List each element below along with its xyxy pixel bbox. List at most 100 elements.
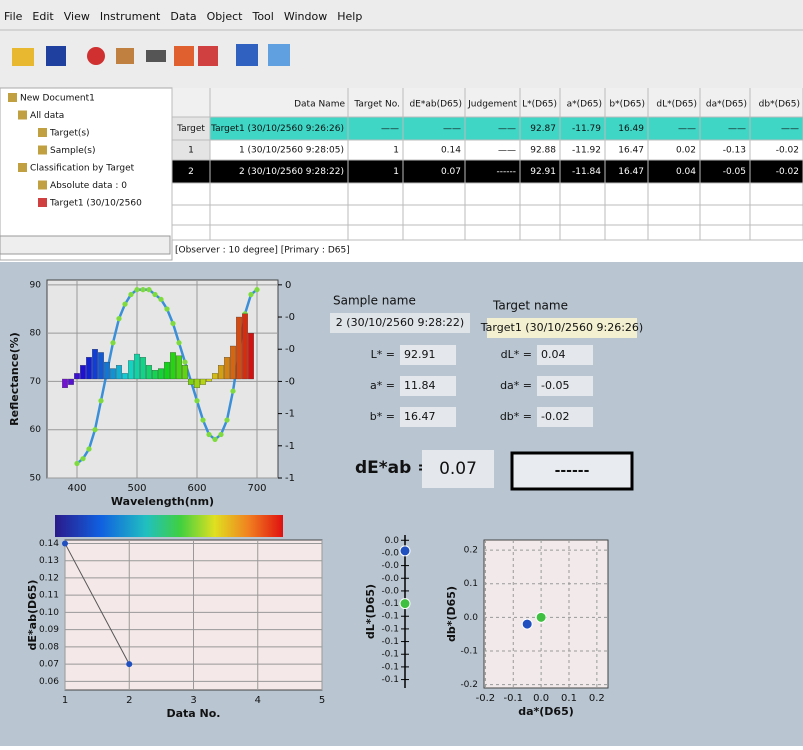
tree-node[interactable]: Target1 (30/10/2560 bbox=[49, 199, 142, 209]
tree-node[interactable]: Sample(s) bbox=[50, 146, 95, 156]
menu-item[interactable]: Edit bbox=[32, 10, 54, 23]
field-label: b* = bbox=[370, 410, 395, 423]
sample-name: 2 (30/10/2560 9:28:22) bbox=[336, 316, 464, 329]
tree-node[interactable]: New Document1 bbox=[20, 94, 95, 104]
save-icon[interactable] bbox=[46, 46, 66, 66]
menu-item[interactable]: Tool bbox=[251, 10, 273, 23]
tree-node[interactable]: Target(s) bbox=[49, 129, 90, 139]
difference-bar bbox=[62, 379, 67, 388]
point bbox=[116, 316, 121, 321]
column-header: Judgement bbox=[467, 100, 517, 110]
column-header: b*(D65) bbox=[609, 100, 645, 110]
tree-icon bbox=[38, 128, 47, 137]
difference-bar bbox=[140, 357, 145, 379]
point bbox=[522, 619, 532, 629]
y-axis-label: Reflectance(%) bbox=[8, 332, 21, 426]
sample-icon[interactable] bbox=[174, 46, 194, 66]
field-value: -0.05 bbox=[541, 379, 569, 392]
y2-tick-label: -0 bbox=[285, 312, 295, 323]
point bbox=[134, 287, 139, 292]
table-cell: 16.47 bbox=[618, 146, 644, 156]
table-cell: 0.07 bbox=[441, 167, 461, 177]
y-tick-label: -0.1 bbox=[381, 599, 399, 609]
x-tick-label: 2 bbox=[126, 695, 132, 706]
menu-item[interactable]: Data bbox=[170, 10, 196, 23]
difference-bar bbox=[92, 349, 97, 379]
y-tick-label: 0.2 bbox=[464, 546, 478, 556]
field-value: 11.84 bbox=[404, 379, 436, 392]
tree-node[interactable]: Classification by Target bbox=[30, 164, 135, 174]
table-cell: —— bbox=[728, 124, 746, 134]
difference-bar bbox=[212, 373, 217, 379]
table-cell: 0.14 bbox=[441, 146, 461, 156]
difference-bar bbox=[80, 365, 85, 379]
x-tick-label: 500 bbox=[127, 483, 146, 494]
difference-bar bbox=[110, 369, 115, 379]
y-tick-label: 0.1 bbox=[464, 579, 478, 589]
y2-tick-label: -1 bbox=[285, 473, 295, 484]
point bbox=[122, 302, 127, 307]
page: File Edit View Instrument Data Object Tool Wind… bbox=[0, 0, 803, 746]
menu-item[interactable]: Instrument bbox=[100, 10, 161, 23]
screen: File Edit View Instrument Data Object Tool Wind… bbox=[0, 0, 803, 746]
sample-name-label: Sample name bbox=[333, 294, 416, 308]
x-tick-label: 0.0 bbox=[533, 693, 549, 704]
calibrate-icon[interactable] bbox=[116, 48, 134, 64]
spectrum-bar bbox=[55, 515, 283, 537]
table-cell: —— bbox=[781, 124, 799, 134]
difference-bar bbox=[164, 362, 169, 379]
point bbox=[92, 427, 97, 432]
tree-scrollbar bbox=[0, 236, 170, 254]
difference-bar bbox=[224, 357, 229, 379]
target-name: Target1 (30/10/2560 9:26:26) bbox=[480, 321, 643, 334]
x-tick-label: 4 bbox=[255, 695, 261, 706]
difference-bar bbox=[230, 346, 235, 379]
point bbox=[400, 599, 410, 609]
point bbox=[146, 287, 151, 292]
point bbox=[194, 398, 199, 403]
y-tick-label: -0.1 bbox=[381, 612, 399, 622]
y-tick-label: 90 bbox=[30, 280, 42, 290]
menu-item[interactable]: Help bbox=[337, 10, 362, 23]
row-label: 1 bbox=[188, 146, 194, 156]
menu-item[interactable]: Window bbox=[284, 10, 327, 23]
field-label: a* = bbox=[370, 379, 395, 392]
status-bar: [Observer : 10 degree] [Primary : D65] bbox=[175, 246, 350, 256]
y-tick-label: -0.0 bbox=[381, 574, 399, 584]
point bbox=[230, 388, 235, 393]
x-tick-label: 0.2 bbox=[589, 693, 605, 704]
tree-node[interactable]: Absolute data : 0 bbox=[50, 181, 127, 191]
menu-item[interactable]: View bbox=[64, 10, 90, 23]
difference-bar bbox=[86, 357, 91, 379]
menu-item[interactable]: File bbox=[4, 10, 23, 23]
point bbox=[254, 287, 259, 292]
sample2-icon[interactable] bbox=[198, 46, 218, 66]
difference-bar bbox=[194, 379, 199, 388]
table-cell: —— bbox=[498, 124, 516, 134]
graph-icon[interactable] bbox=[268, 44, 290, 66]
field-label: L* = bbox=[371, 348, 395, 361]
open-icon[interactable] bbox=[12, 48, 34, 66]
table-cell: -11.92 bbox=[572, 146, 601, 156]
difference-bar bbox=[236, 317, 241, 379]
point bbox=[224, 417, 229, 422]
tree-node[interactable]: All data bbox=[30, 111, 64, 121]
y-tick-label: -0.2 bbox=[460, 680, 478, 690]
table-cell: —— bbox=[381, 124, 399, 134]
y-tick-label: -0.1 bbox=[460, 647, 478, 657]
point bbox=[140, 287, 145, 292]
y-tick-label: 80 bbox=[30, 329, 42, 339]
point bbox=[182, 359, 187, 364]
column-header: da*(D65) bbox=[706, 100, 747, 110]
table-cell: 0.04 bbox=[676, 167, 696, 177]
table-icon[interactable] bbox=[236, 44, 258, 66]
difference-bar bbox=[98, 352, 103, 379]
field-label: dL* = bbox=[501, 348, 532, 361]
table-cell: 92.91 bbox=[530, 167, 556, 177]
measure-icon[interactable] bbox=[87, 47, 105, 65]
menu-item[interactable]: Object bbox=[207, 10, 244, 23]
table-cell: -0.13 bbox=[723, 146, 746, 156]
table-cell: 1 bbox=[393, 167, 399, 177]
target-icon[interactable] bbox=[146, 50, 166, 62]
x-tick-label: 5 bbox=[319, 695, 325, 706]
